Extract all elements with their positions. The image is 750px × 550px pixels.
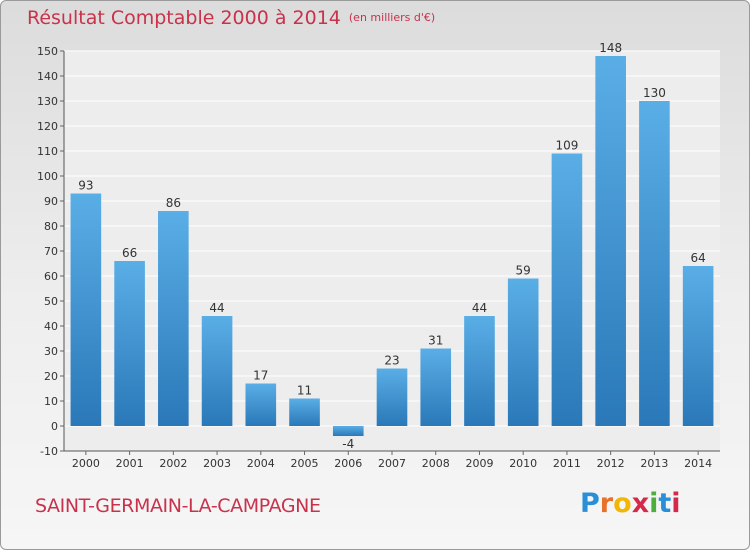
y-tick-label: 40 bbox=[44, 320, 58, 333]
x-tick-label: 2004 bbox=[247, 457, 275, 470]
data-label: 64 bbox=[690, 251, 705, 265]
bar bbox=[289, 398, 320, 426]
logo-letter: o bbox=[613, 488, 632, 519]
x-tick-label: 2003 bbox=[203, 457, 231, 470]
data-label: 44 bbox=[472, 301, 487, 315]
x-tick-label: 2001 bbox=[116, 457, 144, 470]
bar bbox=[376, 368, 408, 426]
data-label: 86 bbox=[166, 196, 181, 210]
y-tick-label: 0 bbox=[51, 420, 58, 433]
bar bbox=[420, 348, 452, 426]
y-tick-label: 50 bbox=[44, 295, 58, 308]
logo-letter: P bbox=[580, 488, 600, 519]
y-tick-label: 110 bbox=[37, 145, 58, 158]
bar bbox=[114, 261, 145, 426]
bar bbox=[595, 56, 626, 426]
data-label: 31 bbox=[428, 334, 443, 348]
data-label: 148 bbox=[599, 41, 622, 55]
bar bbox=[332, 426, 364, 436]
data-label: 44 bbox=[209, 301, 224, 315]
bar bbox=[70, 193, 102, 426]
y-tick-label: 80 bbox=[44, 220, 58, 233]
data-label: 66 bbox=[122, 246, 137, 260]
x-tick-label: 2012 bbox=[597, 457, 625, 470]
logo-letter: t bbox=[658, 488, 672, 519]
logo-letter: i bbox=[671, 488, 681, 519]
y-tick-label: 120 bbox=[37, 120, 58, 133]
y-tick-label: 20 bbox=[44, 370, 58, 383]
x-tick-label: 2000 bbox=[72, 457, 100, 470]
y-tick-label: 140 bbox=[37, 70, 58, 83]
commune-name: SAINT-GERMAIN-LA-CAMPAGNE bbox=[35, 495, 321, 517]
x-tick-label: 2008 bbox=[422, 457, 450, 470]
x-tick-label: 2014 bbox=[684, 457, 712, 470]
data-label: 109 bbox=[555, 139, 578, 153]
chart-title: Résultat Comptable 2000 à 2014 (en millie… bbox=[27, 7, 435, 29]
bar bbox=[158, 211, 189, 426]
bar bbox=[639, 101, 670, 426]
proxiti-logo: Proxiti bbox=[580, 488, 681, 519]
bar bbox=[245, 383, 277, 426]
y-tick-label: 90 bbox=[44, 195, 58, 208]
x-tick-label: 2013 bbox=[640, 457, 668, 470]
y-tick-label: 130 bbox=[37, 95, 58, 108]
x-tick-label: 2010 bbox=[509, 457, 537, 470]
y-tick-label: 10 bbox=[44, 395, 58, 408]
x-tick-label: 2009 bbox=[465, 457, 493, 470]
bar bbox=[682, 266, 714, 426]
y-tick-label: 30 bbox=[44, 345, 58, 358]
bar bbox=[201, 316, 233, 426]
x-tick-label: 2007 bbox=[378, 457, 406, 470]
data-label: 23 bbox=[384, 354, 399, 368]
data-label: 130 bbox=[643, 86, 666, 100]
bar bbox=[464, 316, 495, 426]
data-label: 93 bbox=[78, 179, 93, 193]
y-tick-label: 60 bbox=[44, 270, 58, 283]
logo-letter: x bbox=[631, 488, 650, 519]
data-label: -4 bbox=[342, 437, 354, 451]
chart-title-text: Résultat Comptable 2000 à 2014 bbox=[27, 7, 341, 29]
x-tick-label: 2011 bbox=[553, 457, 581, 470]
x-tick-label: 2005 bbox=[291, 457, 319, 470]
y-tick-label: -10 bbox=[40, 445, 58, 458]
bar bbox=[507, 278, 539, 426]
data-label: 59 bbox=[516, 264, 531, 278]
y-tick-label: 100 bbox=[37, 170, 58, 183]
data-label: 11 bbox=[297, 384, 312, 398]
logo-letter: r bbox=[599, 488, 614, 519]
chart-subtitle: (en milliers d'€) bbox=[348, 11, 436, 24]
x-tick-label: 2002 bbox=[159, 457, 187, 470]
y-tick-label: 70 bbox=[44, 245, 58, 258]
logo-letter: i bbox=[649, 488, 659, 519]
x-tick-label: 2006 bbox=[334, 457, 362, 470]
bar bbox=[551, 153, 583, 426]
y-tick-label: 150 bbox=[37, 45, 58, 58]
data-label: 17 bbox=[253, 369, 268, 383]
